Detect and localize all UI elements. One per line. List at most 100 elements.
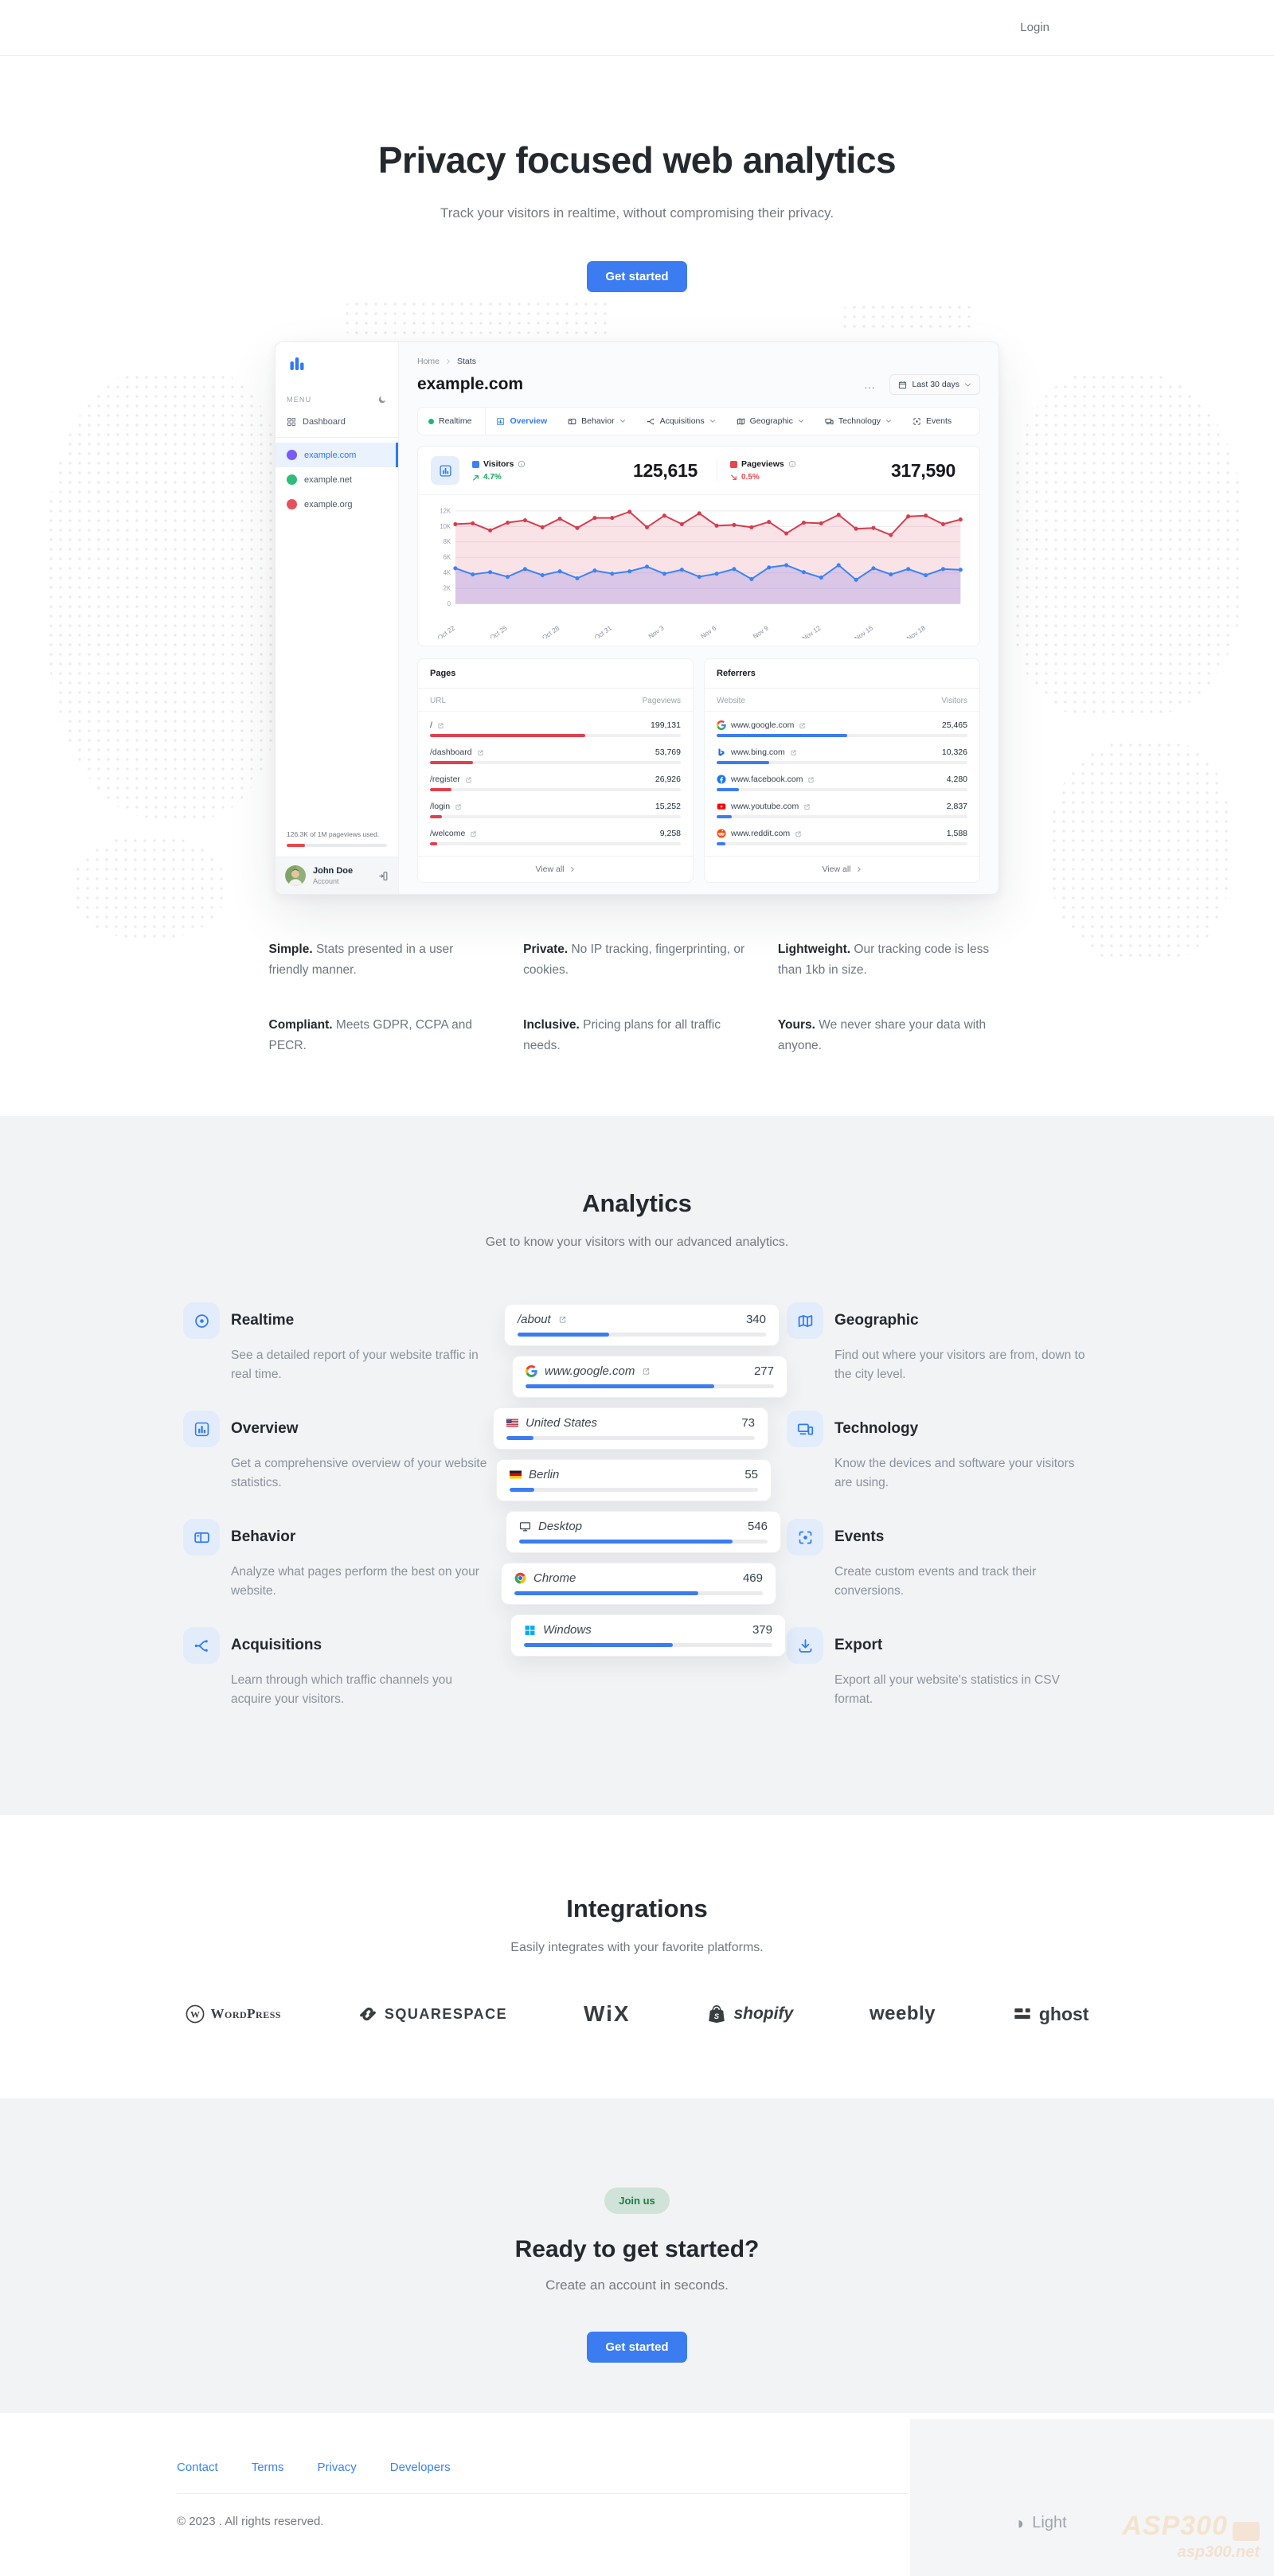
tab-behavior[interactable]: Behavior: [557, 408, 635, 435]
feature-title: Realtime: [231, 1312, 295, 1329]
breadcrumb: Home Stats: [417, 357, 980, 366]
ext-icon: [803, 803, 811, 810]
table-row-www-reddit-com[interactable]: www.reddit.com 1,588: [717, 823, 967, 850]
card-value: 55: [744, 1468, 758, 1482]
benefit-lead: Inclusive.: [523, 1018, 580, 1032]
dark-mode-icon[interactable]: [377, 395, 387, 404]
row-label: www.bing.com: [731, 747, 785, 757]
table-row--login[interactable]: /login 15,252: [430, 796, 681, 823]
referrers-card: Referrers Website Visitors www.google.co…: [704, 658, 980, 883]
referrers-card-title: Referrers: [705, 659, 979, 689]
stat-summary-row: Visitors 4.7% 125,615 Pageviews 0.5% 317…: [418, 447, 979, 495]
chevron-right-icon: [856, 866, 862, 872]
wordpress-icon: W: [186, 2004, 205, 2024]
account-row[interactable]: John Doe Account: [276, 857, 398, 894]
feature-text: Find out where your visitors are from, d…: [834, 1348, 1085, 1382]
tab-label: Realtime: [439, 416, 472, 426]
google-icon: [526, 1365, 537, 1378]
ghost-icon: [1012, 2004, 1033, 2024]
top-nav: Login: [0, 0, 1274, 56]
theme-panel: ◑ Light ASP300 asp300.net: [909, 2419, 1274, 2576]
sidebar-site-example-net[interactable]: example.net: [276, 467, 398, 492]
card-value: 546: [747, 1520, 768, 1534]
row-bar: [430, 788, 681, 791]
logo-text: WordPress: [210, 2006, 282, 2022]
footer-link-privacy[interactable]: Privacy: [317, 2461, 357, 2475]
analytics-stat-cards: /about 340 www.google.com 277 United Sta…: [493, 1302, 787, 1735]
feature-export: Export Export all your website's statist…: [787, 1627, 1091, 1709]
table-row--register[interactable]: /register 26,926: [430, 769, 681, 796]
tab-overview[interactable]: Overview: [486, 408, 557, 435]
tab-realtime[interactable]: Realtime: [418, 408, 487, 435]
row-label: /dashboard: [430, 747, 472, 757]
footer-link-terms[interactable]: Terms: [251, 2461, 284, 2475]
overview-icon: [496, 417, 505, 426]
sign-out-icon[interactable]: [378, 871, 389, 881]
stat-card-www-google-com: www.google.com 277: [512, 1356, 787, 1399]
stat-card-windows: Windows 379: [510, 1614, 786, 1657]
platform-logo-wix: WiX: [584, 2001, 631, 2027]
footer-links: Contact Terms Privacy Developers: [177, 2461, 908, 2474]
table-row-www-bing-com[interactable]: www.bing.com 10,326: [717, 742, 967, 769]
benefit-lead: Yours.: [777, 1018, 815, 1032]
pages-view-all-button[interactable]: View all: [418, 856, 693, 882]
table-row--[interactable]: / 199,131: [430, 715, 681, 742]
referrers-view-all-button[interactable]: View all: [705, 856, 979, 882]
more-button[interactable]: ...: [864, 378, 876, 391]
sidebar-site-example-org[interactable]: example.org: [276, 492, 398, 517]
feature-title: Events: [834, 1528, 885, 1546]
table-row-www-google-com[interactable]: www.google.com 25,465: [717, 715, 967, 742]
footer-divider: [177, 2493, 908, 2495]
benefit-text: Pricing plans for all traffic needs.: [523, 1018, 721, 1052]
table-row--dashboard[interactable]: /dashboard 53,769: [430, 742, 681, 769]
row-value: 10,326: [941, 747, 967, 757]
table-row-www-youtube-com[interactable]: www.youtube.com 2,837: [717, 796, 967, 823]
export-icon: [787, 1627, 823, 1665]
row-value: 9,258: [659, 829, 681, 838]
svg-text:Nov 6: Nov 6: [699, 623, 718, 638]
technology-icon: [825, 417, 834, 426]
acquisitions-icon: [647, 417, 655, 426]
platform-logo-ghost: ghost: [1012, 2003, 1089, 2025]
tab-geographic[interactable]: Geographic: [726, 408, 815, 435]
tab-acquisitions[interactable]: Acquisitions: [636, 408, 726, 435]
footer: Contact Terms Privacy Developers © 2023 . A…: [0, 2413, 1274, 2576]
card-bar: [524, 1643, 772, 1648]
date-range-button[interactable]: Last 30 days: [889, 374, 980, 395]
card-label: Chrome: [533, 1571, 576, 1586]
sidebar-site-example-com[interactable]: example.com: [276, 443, 398, 467]
page-title: Privacy focused web analytics: [377, 139, 897, 181]
logo-text: ghost: [1038, 2003, 1089, 2024]
sidebar-item-label: Dashboard: [303, 417, 346, 427]
row-label: www.reddit.com: [731, 829, 791, 838]
platform-logo-squarespace: SQUARESPACE: [358, 2004, 507, 2024]
svg-text:Nov 3: Nov 3: [647, 623, 666, 638]
login-link[interactable]: Login: [1020, 21, 1049, 34]
sidebar-item-dashboard[interactable]: Dashboard: [287, 417, 387, 427]
get-started-button[interactable]: Get started: [587, 261, 687, 292]
breadcrumb-home[interactable]: Home: [417, 357, 440, 366]
ext-icon: [465, 776, 472, 783]
chevron-down-icon: [885, 418, 892, 424]
analytics-title: Analytics: [582, 1189, 692, 1218]
ext-icon: [642, 1367, 651, 1376]
tab-technology[interactable]: Technology: [815, 408, 902, 435]
benefit-text: Stats presented in a user friendly manne…: [268, 943, 454, 977]
events-icon: [787, 1519, 823, 1556]
row-label: www.google.com: [731, 720, 795, 730]
tab-events[interactable]: Events: [902, 408, 962, 435]
feature-events: Events Create custom events and track th…: [787, 1519, 1091, 1601]
cta-title: Ready to get started?: [514, 2236, 760, 2263]
footer-link-contact[interactable]: Contact: [177, 2461, 218, 2475]
cta-get-started-button[interactable]: Get started: [587, 2332, 687, 2363]
chevron-down-icon: [709, 418, 716, 424]
benefit-text: No IP tracking, fingerprinting, or cooki…: [523, 943, 745, 977]
acquisitions-icon: [183, 1627, 220, 1665]
footer-link-developers[interactable]: Developers: [389, 2461, 451, 2475]
squarespace-icon: [358, 2004, 378, 2024]
stat-delta: 4.7%: [483, 473, 502, 482]
table-row--welcome[interactable]: /welcome 9,258: [430, 823, 681, 850]
row-value: 25,465: [941, 720, 967, 730]
row-bar: [717, 788, 967, 791]
table-row-www-facebook-com[interactable]: www.facebook.com 4,280: [717, 769, 967, 796]
